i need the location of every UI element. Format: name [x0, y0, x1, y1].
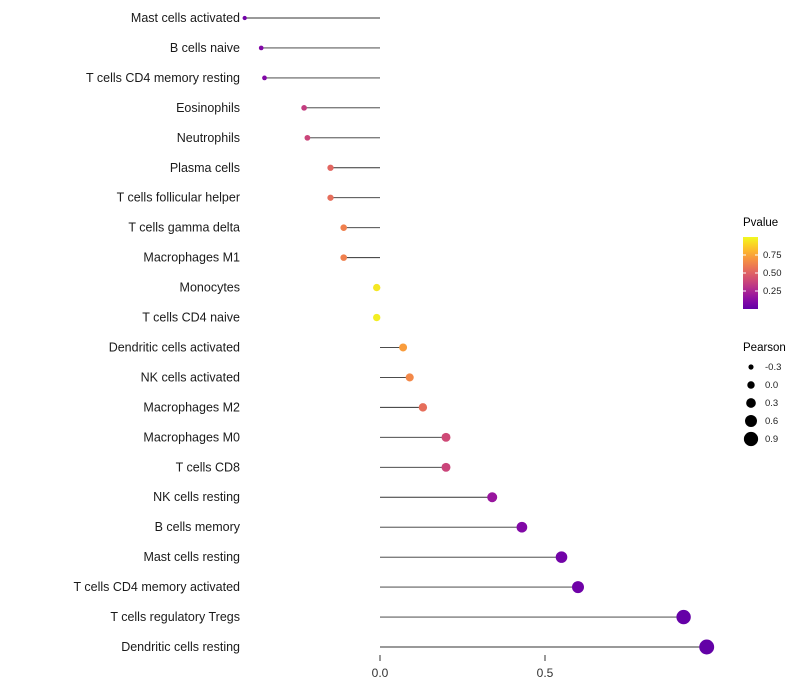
legend-pearson-title: Pearson	[743, 342, 786, 354]
legend-size-dot	[743, 431, 759, 447]
legend-size-label: 0.9	[765, 434, 778, 445]
category-label: Mast cells activated	[131, 11, 240, 25]
lollipop-dot	[441, 432, 451, 442]
lollipop-dot	[676, 609, 691, 625]
lollipop-dot	[373, 313, 381, 322]
category-label: Dendritic cells activated	[109, 340, 240, 354]
category-label: Mast cells resting	[143, 550, 240, 564]
legend-size-label: 0.3	[765, 398, 778, 409]
category-label: NK cells activated	[141, 370, 240, 384]
lollipop-dot	[418, 403, 428, 412]
lollipop-dot	[487, 492, 498, 503]
category-label: B cells naive	[170, 41, 240, 55]
lollipop-dot	[258, 45, 264, 51]
lollipop-dot	[399, 343, 408, 352]
lollipop-dot	[304, 134, 311, 141]
lollipop-dot	[555, 551, 568, 563]
category-label: Macrophages M0	[143, 430, 240, 444]
category-label: B cells memory	[155, 520, 241, 534]
category-label: Macrophages M2	[143, 400, 240, 414]
lollipop-dot	[405, 373, 414, 382]
lollipop-dot	[340, 254, 347, 261]
category-label: Macrophages M1	[143, 251, 240, 265]
category-label: Dendritic cells resting	[121, 640, 240, 654]
lollipop-dot	[516, 521, 528, 533]
legend-colorbar-label: 0.25	[763, 286, 782, 297]
lollipop-dot	[572, 581, 584, 594]
legend-colorbar	[743, 237, 758, 309]
legend-size-dot	[745, 415, 757, 427]
category-label: T cells follicular helper	[117, 191, 240, 205]
lollipop-dot	[327, 194, 334, 201]
legend-size-dot	[746, 398, 756, 408]
category-label: Plasma cells	[170, 161, 240, 175]
legend-size-label: 0.6	[765, 416, 778, 427]
lollipop-dot	[301, 105, 307, 111]
category-label: T cells regulatory Tregs	[110, 610, 240, 624]
category-label: T cells gamma delta	[128, 221, 240, 235]
lollipop-dot	[262, 75, 267, 81]
legend-colorbar-label: 0.75	[763, 250, 782, 261]
category-label: Eosinophils	[176, 101, 240, 115]
lollipop-dot	[373, 283, 381, 292]
category-label: T cells CD4 naive	[142, 311, 240, 325]
category-label: T cells CD4 memory resting	[86, 71, 240, 85]
category-label: NK cells resting	[153, 490, 240, 504]
legend-size-label: -0.3	[765, 362, 781, 373]
lollipop-dot	[327, 164, 334, 171]
legend-size-dot	[747, 381, 755, 389]
lollipop-dot	[441, 462, 451, 472]
category-label: T cells CD8	[176, 460, 240, 474]
legend-pvalue-title: Pvalue	[743, 217, 778, 229]
lollipop-dot	[699, 639, 715, 655]
x-tick-label: 0.0	[372, 666, 389, 680]
legend-size-dot	[748, 364, 754, 370]
category-label: Monocytes	[180, 281, 240, 295]
legend-colorbar-label: 0.50	[763, 268, 782, 279]
category-label: T cells CD4 memory activated	[74, 580, 241, 594]
x-tick-label: 0.5	[537, 666, 554, 680]
lollipop-dot	[242, 15, 247, 21]
legend-size-label: 0.0	[765, 380, 778, 391]
category-label: Neutrophils	[177, 131, 240, 145]
lollipop-dot	[340, 224, 347, 231]
